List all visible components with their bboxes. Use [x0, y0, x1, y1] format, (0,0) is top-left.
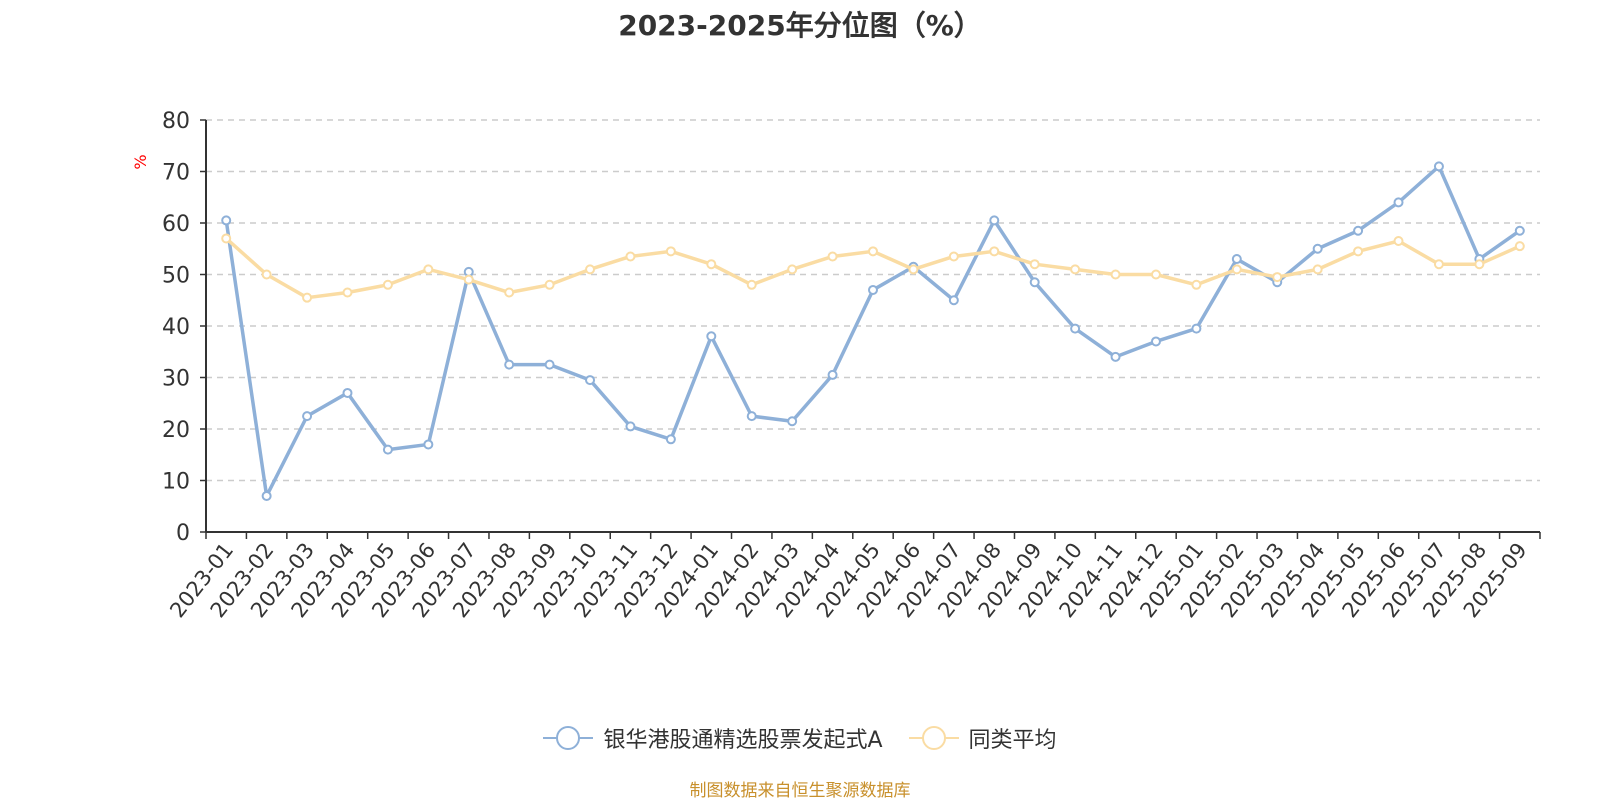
data-point	[706, 259, 717, 270]
data-point	[868, 246, 878, 257]
legend-item[interactable]: 银华港股通精选股票发起式A	[543, 722, 883, 754]
data-point	[1272, 272, 1283, 283]
data-point	[868, 284, 878, 295]
y-tick-label: 10	[162, 470, 190, 495]
data-point	[908, 264, 919, 275]
data-point	[1393, 197, 1404, 208]
data-point	[1110, 351, 1121, 362]
data-point	[665, 246, 676, 257]
data-point	[1070, 323, 1081, 334]
series-2	[221, 233, 1525, 303]
data-point	[1150, 269, 1161, 280]
data-point	[1393, 236, 1404, 247]
data-point	[1433, 161, 1444, 172]
data-point	[221, 233, 232, 244]
data-point	[989, 246, 1000, 257]
data-point	[585, 264, 596, 275]
data-point	[1191, 279, 1202, 290]
data-point	[1433, 259, 1444, 270]
y-tick-label: 30	[162, 367, 190, 392]
y-tick-label: 80	[162, 109, 190, 134]
data-point	[989, 215, 1000, 226]
data-point	[463, 274, 474, 285]
data-point	[1191, 323, 1202, 334]
data-point	[1029, 277, 1040, 288]
legend: 银华港股通精选股票发起式A 同类平均	[0, 722, 1600, 754]
data-point	[827, 251, 838, 262]
data-point	[585, 375, 596, 386]
legend-label: 银华港股通精选股票发起式A	[603, 728, 883, 753]
data-point	[746, 411, 757, 422]
legend-label: 同类平均	[968, 728, 1057, 753]
data-point	[382, 444, 393, 455]
data-point	[625, 251, 636, 262]
data-point	[706, 331, 717, 342]
data-point	[787, 416, 798, 427]
data-point	[504, 287, 515, 298]
data-point	[948, 295, 959, 306]
chart-title: 2023-2025年分位图（%）	[618, 9, 982, 42]
y-tick-label: 50	[162, 264, 190, 289]
data-point	[1353, 246, 1364, 257]
data-point	[1514, 225, 1525, 236]
data-point	[948, 251, 959, 262]
data-point	[1231, 264, 1242, 275]
data-point	[1474, 259, 1485, 270]
y-tick-label: 70	[162, 161, 190, 186]
data-point	[625, 421, 636, 432]
series-line	[224, 164, 1521, 498]
legend-swatch-icon	[543, 726, 594, 750]
data-point	[342, 287, 353, 298]
data-point	[504, 359, 515, 370]
data-point	[787, 264, 798, 275]
data-point	[1070, 264, 1081, 275]
data-point	[302, 292, 313, 303]
data-point	[1312, 264, 1323, 275]
y-tick-label: 40	[162, 315, 190, 340]
legend-item[interactable]: 同类平均	[908, 722, 1057, 754]
source-note: 制图数据来自恒生聚源数据库	[689, 781, 911, 801]
data-point	[1029, 259, 1040, 270]
data-point	[261, 490, 272, 501]
data-point	[544, 359, 555, 370]
data-point	[423, 264, 434, 275]
data-point	[665, 434, 676, 445]
data-point	[746, 279, 757, 290]
gridlines	[206, 119, 1540, 482]
axes: 010203040506070802023-012023-022023-0320…	[162, 109, 1541, 622]
data-point	[1353, 225, 1364, 236]
data-point	[1312, 243, 1323, 254]
data-point	[1231, 254, 1242, 265]
data-point	[1514, 241, 1525, 252]
data-point	[1110, 269, 1121, 280]
series-1	[221, 161, 1525, 501]
data-point	[827, 369, 838, 380]
legend-swatch-icon	[908, 726, 959, 750]
y-axis-unit-label: %	[131, 154, 150, 169]
data-point	[382, 279, 393, 290]
data-point	[302, 411, 313, 422]
data-point	[544, 279, 555, 290]
y-tick-label: 60	[162, 212, 190, 237]
data-point	[221, 215, 232, 226]
y-tick-label: 0	[176, 521, 190, 546]
y-tick-label: 20	[162, 418, 190, 443]
data-point	[1150, 336, 1161, 347]
data-point	[423, 439, 434, 450]
data-point	[261, 269, 272, 280]
data-point	[342, 387, 353, 398]
series-lines	[221, 161, 1525, 501]
